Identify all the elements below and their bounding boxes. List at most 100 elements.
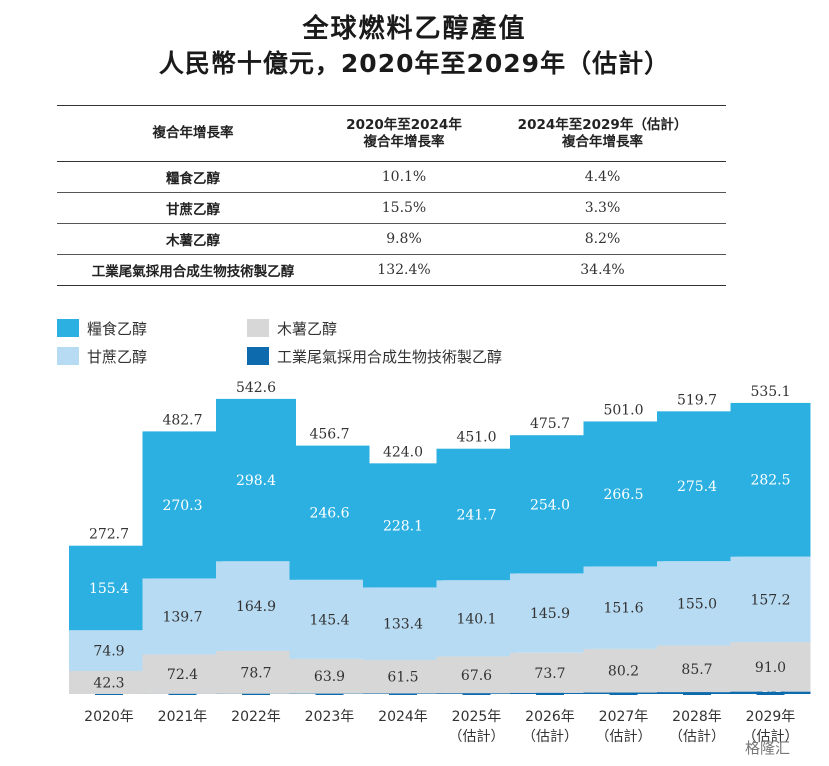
row-label: 工業尾氣採用合成生物技術製乙醇 <box>91 264 295 280</box>
header-cagr: 複合年增長率 <box>57 105 329 162</box>
bar-segment <box>436 448 517 581</box>
bar-segment <box>730 402 811 557</box>
bar-segment <box>436 656 517 694</box>
bar-total-label: 519.7 <box>677 392 717 408</box>
segment-value-label: 85.7 <box>681 662 712 678</box>
bar-total-label: 424.0 <box>383 444 423 460</box>
segment-value-label: 151.6 <box>603 601 643 617</box>
header-2024-2029: 2024年至2029年（估計） 複合年增長率 <box>479 105 726 162</box>
legend-item-sugarcane: 甘蔗乙醇 <box>57 346 147 366</box>
bar-total-label: 482.7 <box>162 412 202 428</box>
legend-label: 工業尾氣採用合成生物技術製乙醇 <box>277 347 503 366</box>
bar-total-label: 451.0 <box>456 430 496 446</box>
segment-value-label: 74.9 <box>93 644 124 660</box>
bar-total-label: 272.7 <box>89 527 129 543</box>
bar-total-label: 456.7 <box>309 427 349 443</box>
bar-segment <box>657 411 737 562</box>
bar-segment <box>583 648 664 693</box>
legend-label: 甘蔗乙醇 <box>87 347 148 366</box>
bar-segment <box>730 642 811 692</box>
segment-value-label: 266.5 <box>603 487 643 503</box>
segment-value-label: 78.7 <box>240 665 271 681</box>
segment-value-label: 80.2 <box>608 664 639 680</box>
x-tick-label: 2023年 <box>305 709 355 725</box>
bar-segment <box>510 652 590 693</box>
segment-value-label: 246.6 <box>309 506 349 522</box>
bar-segment <box>69 630 149 671</box>
bar-segment <box>436 580 517 657</box>
legend-item-industrial: 工業尾氣採用合成生物技術製乙醇 <box>247 346 502 366</box>
chart-title: 全球燃料乙醇產值 <box>302 14 527 44</box>
bar-segment <box>363 587 443 660</box>
x-tick-sublabel: （估計） <box>596 729 652 745</box>
segment-value-label: 67.6 <box>461 668 492 684</box>
table-header-row: 複合年增長率 2020年至2024年 複合年增長率 2024年至2029年（估計… <box>57 105 726 162</box>
segment-value-label: 164.9 <box>236 599 276 615</box>
segment-value-label: 298.4 <box>236 473 276 489</box>
segment-value-label: 270.3 <box>162 498 202 514</box>
bar-segment <box>363 463 443 588</box>
segment-value-label: 63.9 <box>314 669 345 685</box>
segment-value-label: 241.7 <box>456 507 496 523</box>
segment-value-label: 155.0 <box>677 596 717 612</box>
segment-value-label: 145.9 <box>530 606 570 622</box>
bar-total-label: 475.7 <box>530 416 570 432</box>
segment-value-label: 91.0 <box>755 660 786 676</box>
bar-segment <box>142 578 223 655</box>
x-tick-sublabel: （估計） <box>449 729 505 745</box>
bar-segment <box>289 445 370 580</box>
row-label: 甘蔗乙醇 <box>166 202 220 218</box>
table-row: 糧食乙醇 10.1% 4.4% <box>57 162 726 193</box>
bar-segment <box>510 573 590 653</box>
segment-value-label: 133.4 <box>383 617 423 633</box>
table-row: 木薯乙醇 9.8% 8.2% <box>57 224 726 255</box>
x-tick-label: 2028年 <box>672 709 722 725</box>
header-2020-2024-line2: 複合年增長率 <box>363 133 445 150</box>
watermark: 格隆汇 <box>745 739 791 757</box>
segment-value-label: 72.4 <box>167 667 198 683</box>
x-tick-label: 2026年 <box>525 709 575 725</box>
bar-segment <box>289 579 370 659</box>
x-tick-label: 2027年 <box>599 709 649 725</box>
segment-value-label: 155.4 <box>89 581 129 597</box>
x-tick-label: 2020年 <box>84 709 134 725</box>
legend-label: 糧食乙醇 <box>87 319 148 338</box>
chart-subtitle: 人民幣十億元，2020年至2029年（估計） <box>158 49 671 78</box>
segment-value-label: 42.3 <box>93 675 124 691</box>
bar-segment <box>510 435 590 574</box>
x-tick-sublabel: （估計） <box>522 729 578 745</box>
bar-segment <box>216 398 296 562</box>
bar-total-label: 535.1 <box>750 384 790 400</box>
cagr-2024-2029: 34.4% <box>580 262 625 278</box>
header-2020-2024: 2020年至2024年 複合年增長率 <box>329 105 479 162</box>
row-label: 糧食乙醇 <box>166 171 220 187</box>
bar-segment <box>657 561 737 646</box>
segment-value-label: 140.1 <box>456 611 496 627</box>
segment-value-label: 73.7 <box>534 666 565 682</box>
bar-segment <box>363 660 443 694</box>
row-label: 木薯乙醇 <box>166 233 220 249</box>
cagr-2020-2024: 9.8% <box>386 231 422 247</box>
segment-value-label: 282.5 <box>750 473 790 489</box>
bar-total-label: 501.0 <box>603 402 643 418</box>
x-tick-label: 2025年 <box>452 709 502 725</box>
header-2020-2024-line1: 2020年至2024年 <box>346 116 462 133</box>
cagr-2020-2024: 10.1% <box>381 169 427 185</box>
cagr-2024-2029: 8.2% <box>584 231 621 247</box>
bar-segment <box>583 566 664 649</box>
cagr-2020-2024: 132.4% <box>377 262 431 278</box>
chart-legend: 糧食乙醇 木薯乙醇 甘蔗乙醇 工業尾氣採用合成生物技術製乙醇 <box>57 318 617 372</box>
segment-value-label: 145.4 <box>309 612 349 628</box>
bar-segment <box>69 545 149 631</box>
bar-segment <box>142 654 223 694</box>
cagr-2024-2029: 4.4% <box>584 169 621 185</box>
bar-segment <box>657 645 737 693</box>
cagr-2020-2024: 15.5% <box>381 200 427 216</box>
segment-value-label: 157.2 <box>750 592 790 608</box>
bar-segment <box>583 421 664 567</box>
segment-value-label: 228.1 <box>383 518 423 534</box>
bar-segment <box>289 658 370 694</box>
segment-value-label: 254.0 <box>530 497 570 513</box>
cagr-2024-2029: 3.3% <box>584 200 621 216</box>
